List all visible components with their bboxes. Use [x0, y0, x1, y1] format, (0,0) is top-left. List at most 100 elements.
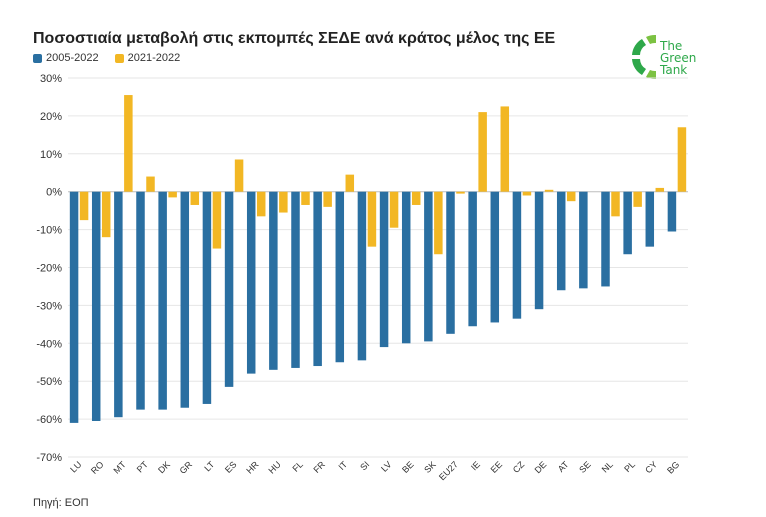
- legend-label-series1: 2005-2022: [46, 52, 99, 64]
- x-tick-label: GR: [178, 459, 195, 476]
- x-tick-label: FL: [290, 459, 305, 474]
- x-tick-label: LU: [68, 459, 83, 474]
- legend-item-series2[interactable]: 2021-2022: [114, 52, 181, 64]
- bar-series1: [313, 191, 322, 367]
- y-tick-label: -10%: [36, 225, 62, 237]
- bar-series1: [291, 191, 300, 368]
- bar-series1: [246, 191, 256, 374]
- bar-series1: [556, 191, 566, 291]
- y-tick-label: -60%: [36, 414, 62, 426]
- bar-series1: [667, 191, 677, 232]
- y-tick-label: 30%: [40, 73, 62, 85]
- bar-series1: [468, 191, 477, 327]
- x-tick-label: SK: [422, 459, 438, 475]
- x-tick-label: LV: [379, 459, 393, 473]
- bar-series1: [202, 191, 212, 404]
- bar-series2: [256, 191, 266, 217]
- bar-series1: [91, 191, 101, 421]
- x-tick-label: NL: [600, 459, 615, 474]
- bar-series1: [512, 191, 522, 319]
- x-tick-label: IE: [469, 459, 482, 472]
- bar-series2: [190, 191, 200, 205]
- logo-line1: The: [660, 39, 683, 53]
- bar-series2: [323, 191, 332, 207]
- bar-series2: [566, 191, 576, 202]
- bar-series1: [269, 191, 278, 370]
- y-tick-label: 10%: [40, 149, 62, 161]
- bar-series2: [434, 191, 443, 255]
- bar-series1: [224, 191, 234, 387]
- bar-series2: [633, 191, 642, 207]
- legend-item-series1[interactable]: 2005-2022: [33, 52, 99, 64]
- bar-series1: [379, 191, 389, 348]
- x-tick-label: IT: [336, 459, 349, 472]
- legend: 2005-2022 2021-2022: [33, 52, 180, 64]
- bar-series1: [534, 191, 544, 310]
- bar-series2: [101, 191, 111, 238]
- bar-series1: [623, 191, 632, 255]
- x-tick-label: BG: [665, 459, 681, 475]
- bar-series1: [601, 191, 610, 287]
- bar-series2: [168, 191, 177, 198]
- x-tick-label: LT: [202, 459, 216, 473]
- x-tick-label: HU: [267, 459, 283, 475]
- y-tick-label: -20%: [36, 263, 62, 275]
- logo-line2: Green: [660, 51, 697, 65]
- legend-swatch-series2: [114, 53, 124, 63]
- bar-series2: [456, 191, 465, 194]
- x-tick-label: SE: [577, 459, 593, 475]
- y-tick-label: -30%: [36, 300, 62, 312]
- x-tick-label: ES: [223, 459, 239, 475]
- bar-series1: [69, 191, 79, 423]
- bar-series2: [389, 191, 399, 228]
- x-tick-label: HR: [244, 459, 261, 476]
- logo-text: The Green Tank: [660, 40, 696, 76]
- x-tick-label: RO: [89, 459, 106, 476]
- legend-label-series2: 2021-2022: [127, 52, 181, 64]
- x-tick-label: FR: [312, 459, 328, 475]
- bar-series2: [146, 176, 155, 192]
- x-tick-label: AT: [556, 459, 571, 474]
- bar-series1: [136, 191, 145, 410]
- bar-series2: [522, 191, 532, 196]
- bar-series1: [645, 191, 655, 247]
- bar-series2: [345, 174, 355, 192]
- bar-series2: [212, 191, 222, 249]
- bar-series2: [544, 189, 554, 192]
- x-tick-label: DE: [533, 459, 549, 475]
- bar-series1: [114, 191, 123, 418]
- bar-series1: [446, 191, 455, 334]
- y-tick-label: -50%: [36, 376, 62, 388]
- bar-series2: [677, 127, 687, 192]
- green-tank-logo-icon: [632, 34, 656, 80]
- logo-line3: Tank: [660, 63, 688, 77]
- bar-series2: [411, 191, 421, 205]
- bar-series1: [180, 191, 190, 408]
- bar-series2: [79, 191, 89, 221]
- bar-series2: [301, 191, 310, 205]
- x-tick-label: MT: [112, 459, 129, 476]
- x-tick-label: PT: [135, 459, 151, 475]
- y-tick-label: 0%: [46, 187, 62, 199]
- bar-series1: [490, 191, 500, 323]
- bar-series1: [401, 191, 411, 344]
- bar-series1: [158, 191, 167, 410]
- bar-series1: [424, 191, 433, 342]
- bar-series2: [367, 191, 377, 247]
- bar-series1: [579, 191, 588, 289]
- y-tick-label: -40%: [36, 338, 62, 350]
- bar-series2: [655, 187, 665, 192]
- y-tick-label: 20%: [40, 111, 62, 123]
- legend-swatch-series1: [33, 53, 42, 63]
- x-tick-label: SI: [358, 459, 371, 472]
- bar-series2: [611, 191, 620, 217]
- bar-series2: [234, 159, 244, 192]
- x-tick-label: PL: [622, 459, 637, 474]
- x-tick-label: DK: [156, 459, 172, 475]
- x-tick-label: EU27: [437, 459, 460, 482]
- x-tick-label: EE: [489, 459, 505, 475]
- bar-series1: [357, 191, 367, 361]
- bar-series2: [279, 191, 288, 213]
- x-tick-label: CZ: [511, 459, 527, 475]
